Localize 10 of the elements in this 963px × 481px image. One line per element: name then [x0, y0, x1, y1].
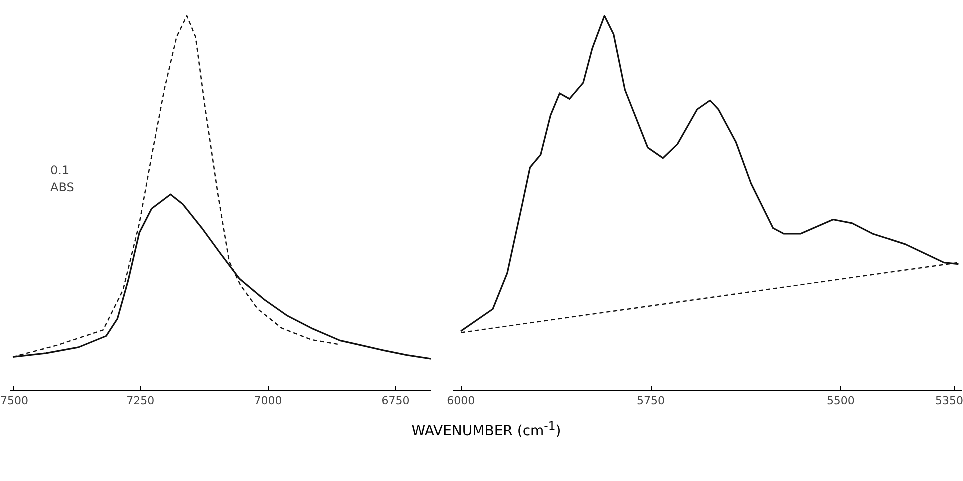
- x-tick-label: 6000: [447, 394, 476, 408]
- x-tick-label: 5750: [637, 394, 666, 408]
- x-tick-label: 5500: [826, 394, 855, 408]
- annotation: 0.1 ABS: [50, 164, 74, 194]
- x-tick-label: 7000: [254, 394, 282, 408]
- x-axis-title: WAVENUMBER (cm$^{-1}$): [412, 418, 562, 442]
- x-tick-label: 7250: [126, 394, 155, 408]
- x-tick-label: 7500: [0, 394, 28, 408]
- x-tick-label: 5350: [936, 394, 963, 408]
- x-tick-label: 6750: [382, 394, 410, 408]
